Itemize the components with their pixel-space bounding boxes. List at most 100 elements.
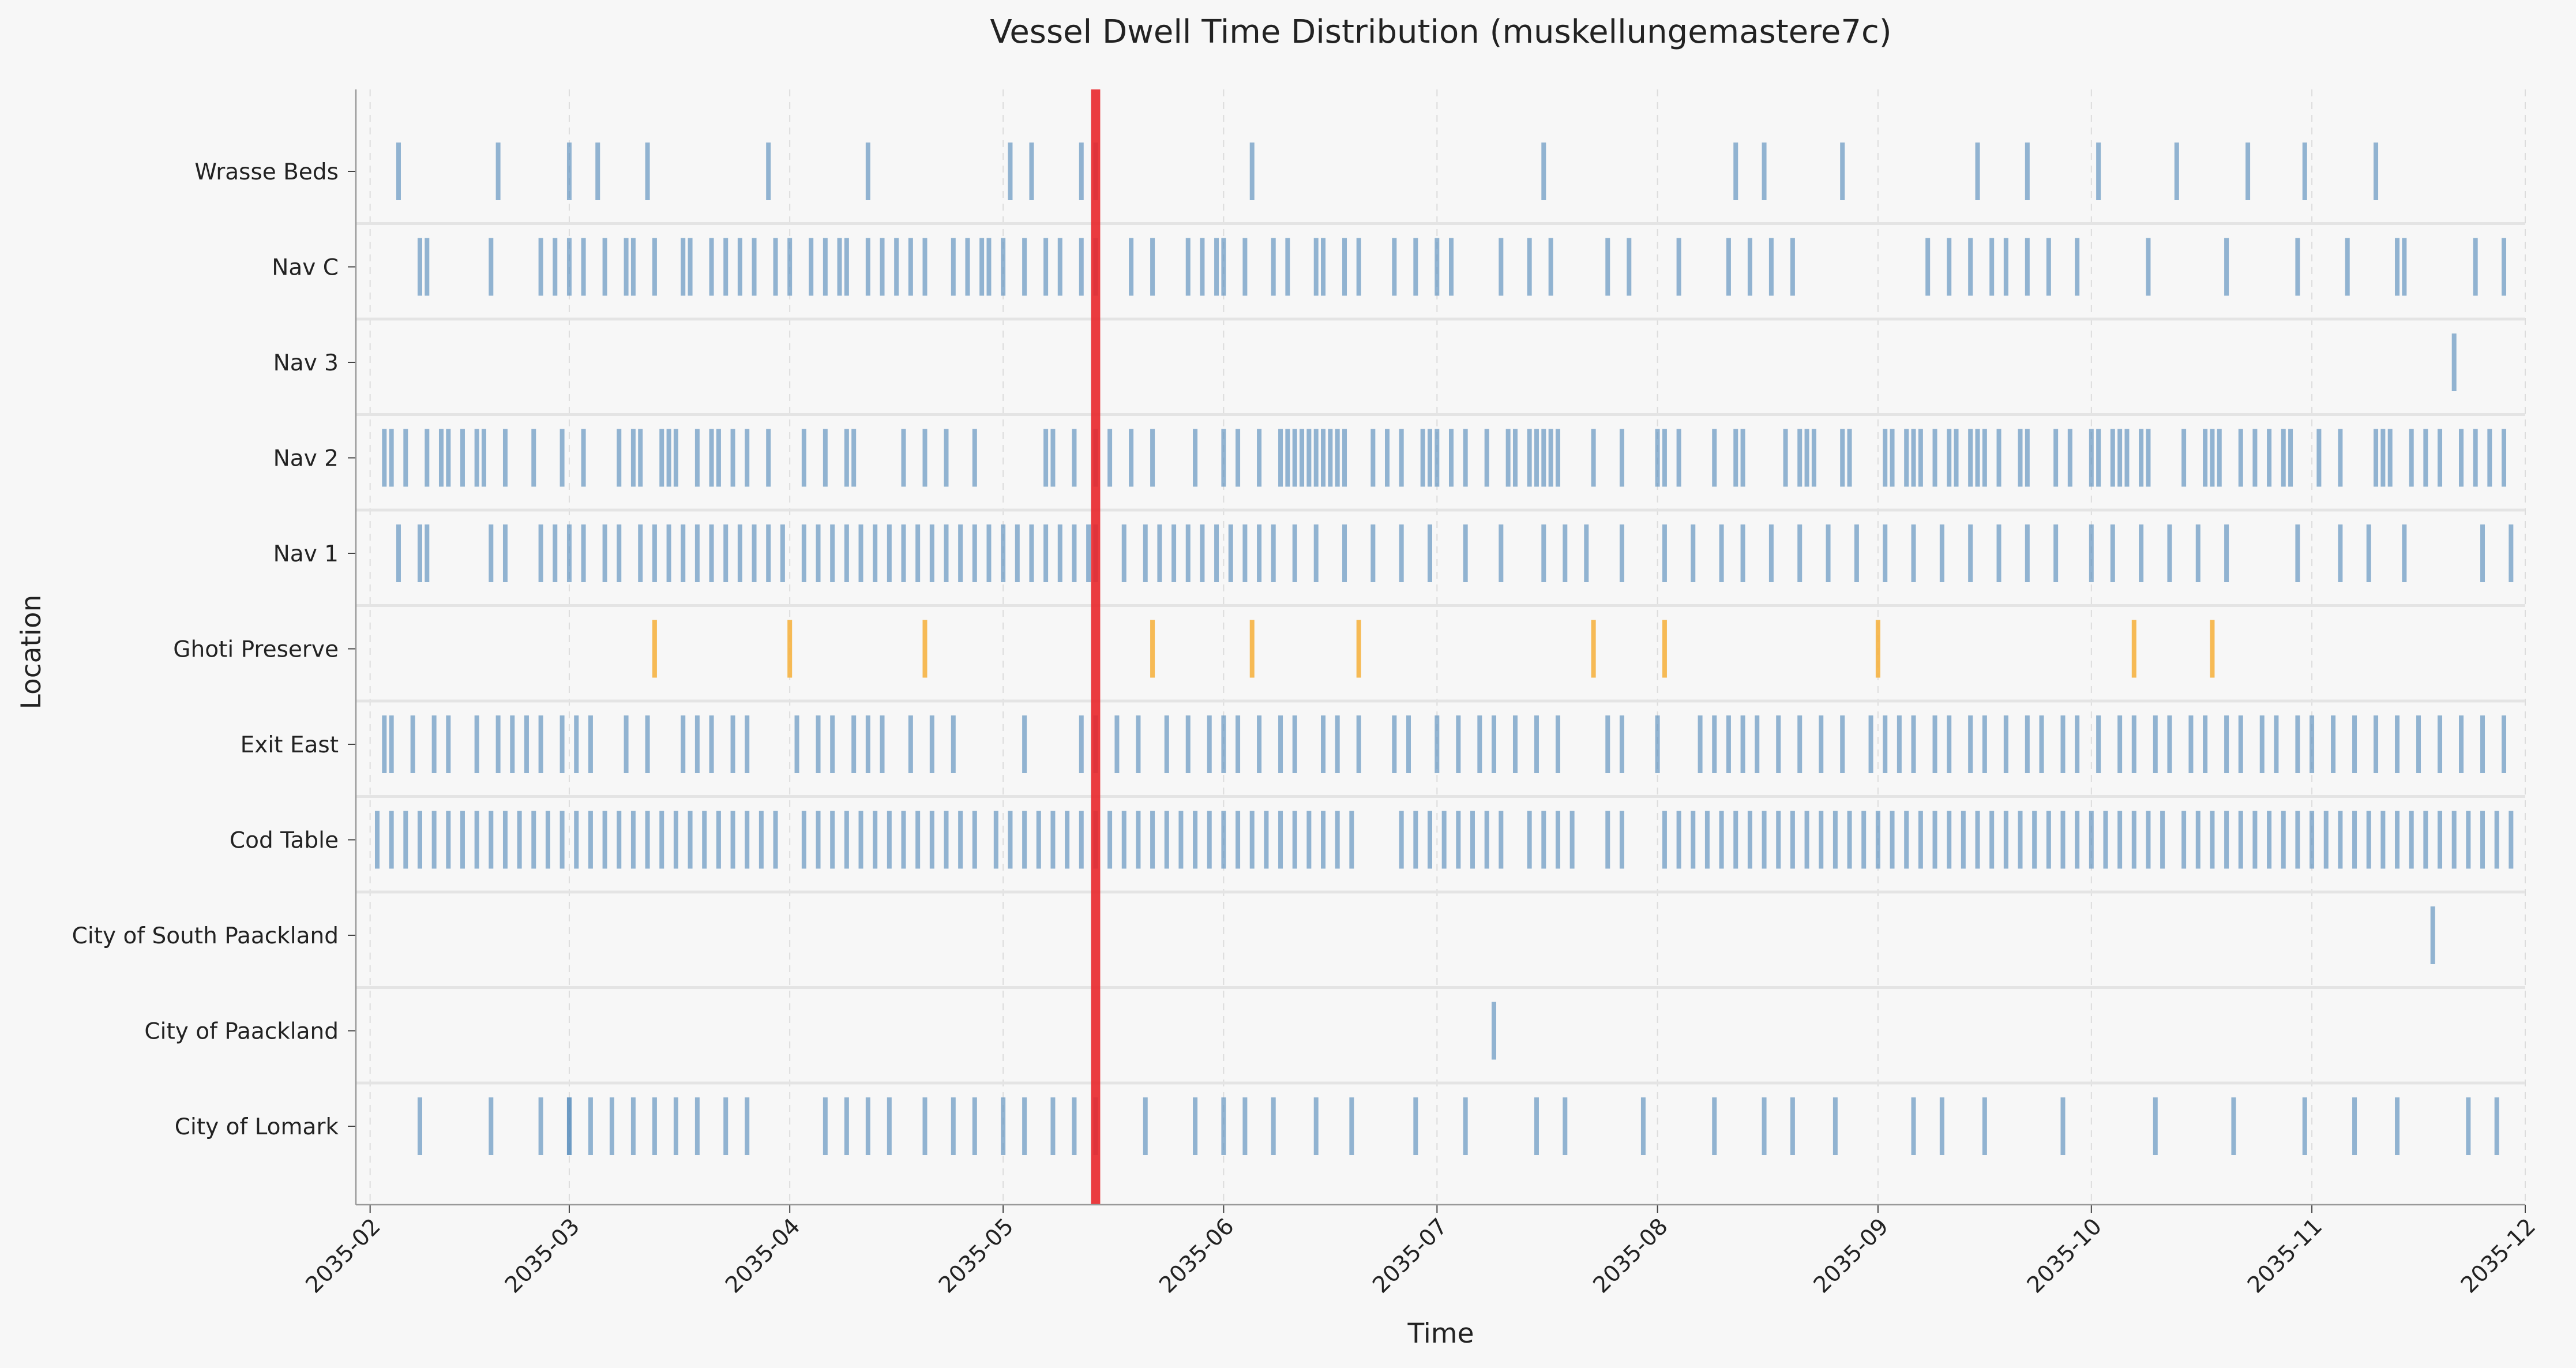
event-mark <box>972 429 977 487</box>
event-mark <box>1313 524 1319 582</box>
event-mark <box>880 238 885 296</box>
event-mark <box>2466 1097 2471 1155</box>
x-tick-label: 2035-02 <box>301 1213 386 1298</box>
event-mark <box>1164 811 1169 869</box>
event-mark <box>1605 715 1610 773</box>
event-mark <box>1420 429 1425 487</box>
event-mark <box>1463 524 1468 582</box>
event-mark <box>417 1097 422 1155</box>
event-mark <box>1228 524 1233 582</box>
event-mark <box>766 429 771 487</box>
event-mark <box>2295 524 2300 582</box>
event-mark <box>1207 811 1212 869</box>
event-mark <box>602 238 607 296</box>
event-mark <box>1221 1097 1226 1155</box>
event-mark <box>1321 715 1326 773</box>
x-tick-label: 2035-06 <box>1154 1213 1239 1298</box>
event-mark <box>538 1097 543 1155</box>
event-mark <box>1413 811 1418 869</box>
event-mark <box>1221 811 1226 869</box>
event-mark <box>1050 811 1056 869</box>
event-mark <box>1804 429 1809 487</box>
event-mark <box>986 524 992 582</box>
event-mark <box>1662 620 1667 678</box>
event-mark <box>1555 811 1560 869</box>
event-mark <box>1989 238 1995 296</box>
event-mark <box>1840 429 1845 487</box>
event-mark <box>1193 811 1198 869</box>
event-mark <box>1655 429 1660 487</box>
event-mark <box>1534 429 1539 487</box>
event-mark <box>410 715 415 773</box>
event-mark <box>1527 429 1532 487</box>
event-mark <box>1499 811 1504 869</box>
event-mark <box>1185 524 1191 582</box>
event-mark <box>1356 715 1361 773</box>
event-mark <box>645 811 650 869</box>
event-mark <box>2146 811 2151 869</box>
event-mark <box>1022 238 1027 296</box>
event-mark <box>2203 715 2208 773</box>
event-mark <box>2480 715 2485 773</box>
event-mark <box>1541 811 1546 869</box>
event-mark <box>1619 715 1624 773</box>
event-mark <box>801 429 806 487</box>
event-mark <box>1278 429 1283 487</box>
event-mark <box>645 715 650 773</box>
event-mark <box>403 811 408 869</box>
y-tick-label: Wrasse Beds <box>194 159 339 185</box>
event-mark <box>780 524 785 582</box>
event-mark <box>1349 1097 1354 1155</box>
event-mark <box>1463 429 1468 487</box>
chart-title: Vessel Dwell Time Distribution (muskellu… <box>990 13 1891 51</box>
event-mark <box>1619 429 1624 487</box>
event-mark <box>1342 429 1347 487</box>
event-mark <box>2238 429 2243 487</box>
event-mark <box>1605 811 1610 869</box>
event-mark <box>844 811 849 869</box>
event-mark <box>1072 429 1077 487</box>
event-mark <box>1712 429 1717 487</box>
event-mark <box>566 524 572 582</box>
event-mark <box>1448 238 1454 296</box>
event-mark <box>1811 429 1816 487</box>
event-mark <box>1065 811 1070 869</box>
event-mark <box>425 429 430 487</box>
event-mark <box>1512 715 1518 773</box>
event-mark <box>2451 333 2457 391</box>
event-mark <box>2267 811 2272 869</box>
event-mark <box>1370 524 1376 582</box>
event-mark <box>2509 524 2514 582</box>
event-mark <box>723 524 729 582</box>
event-mark <box>1932 715 1937 773</box>
event-mark <box>1968 715 1973 773</box>
event-mark <box>2210 811 2215 869</box>
event-mark <box>652 1097 657 1155</box>
event-mark <box>2295 238 2300 296</box>
event-mark <box>944 429 949 487</box>
event-mark <box>1911 429 1916 487</box>
event-mark <box>2487 429 2492 487</box>
event-mark <box>2210 620 2215 678</box>
event-mark <box>2117 811 2123 869</box>
event-mark <box>1313 429 1319 487</box>
event-mark <box>1861 811 1867 869</box>
event-mark <box>1527 811 1532 869</box>
event-mark <box>630 811 636 869</box>
event-mark <box>474 715 479 773</box>
event-mark <box>688 238 693 296</box>
event-mark <box>2089 811 2094 869</box>
event-mark <box>1335 811 1340 869</box>
event-mark <box>1968 238 1973 296</box>
event-mark <box>1050 1097 1056 1155</box>
event-mark <box>1193 429 1198 487</box>
event-mark <box>2459 429 2464 487</box>
event-mark <box>1768 524 1774 582</box>
event-mark <box>2203 429 2208 487</box>
event-mark <box>2110 429 2115 487</box>
event-mark <box>823 429 828 487</box>
event-mark <box>2025 143 2030 200</box>
event-mark <box>1819 811 1824 869</box>
event-mark <box>1463 1097 1468 1155</box>
